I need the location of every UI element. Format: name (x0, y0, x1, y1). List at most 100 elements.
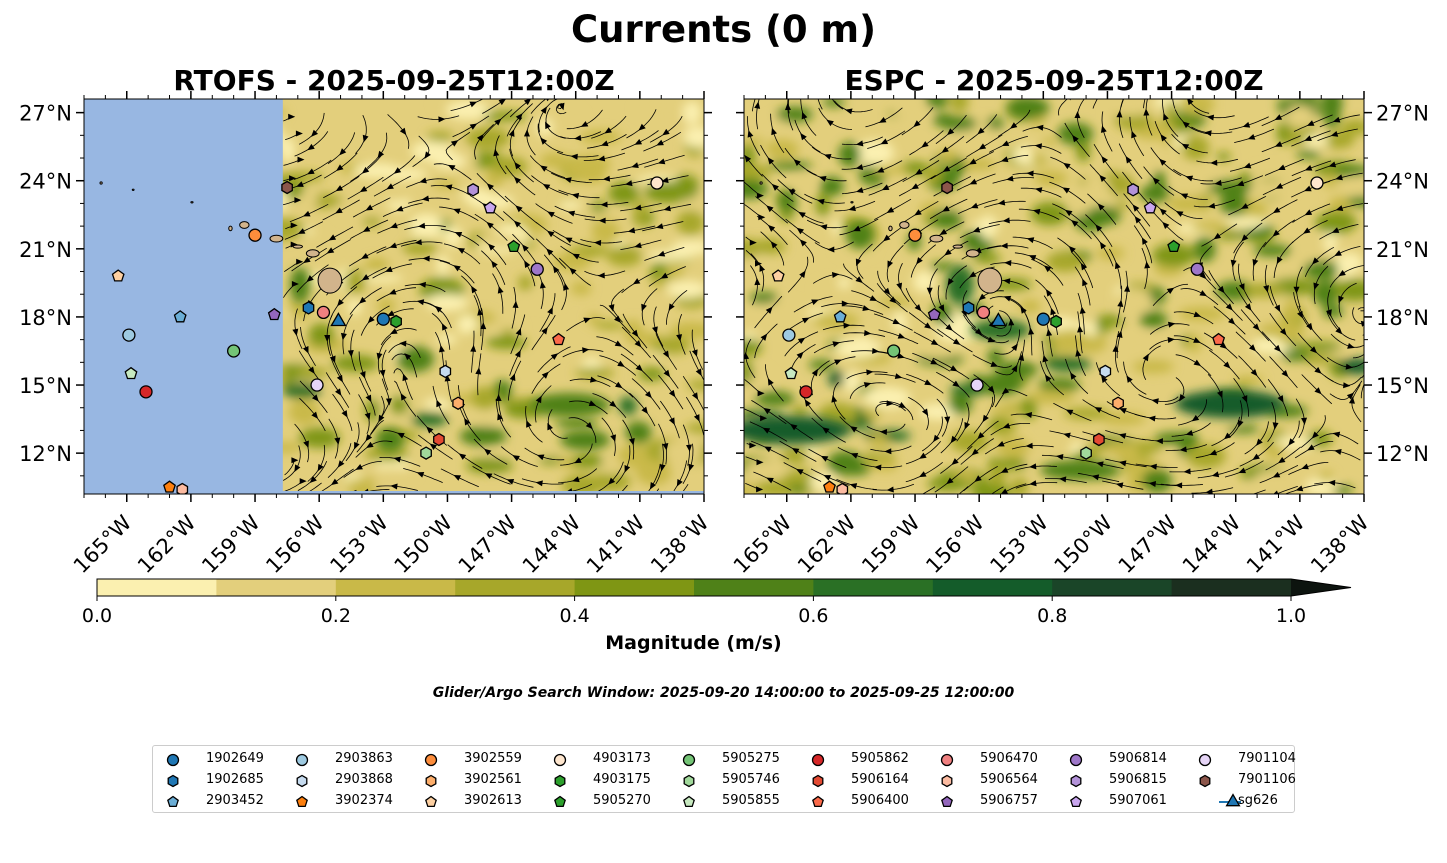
espc-streamline-arrow (964, 422, 971, 430)
float-5905746 (420, 446, 432, 460)
colorbar-label: Magnitude (m/s) (605, 632, 782, 654)
espc-magnitude-blob (1178, 99, 1215, 116)
rtofs-magnitude-blob (386, 253, 401, 271)
espc-streamline (1292, 220, 1328, 243)
espc-streamline-arrow (924, 379, 932, 386)
espc-magnitude-blob (1219, 190, 1248, 216)
rtofs-streamline (376, 485, 418, 491)
rtofs-streamline-arrow (311, 411, 319, 419)
espc-streamline-arrow (764, 446, 772, 453)
espc-streamline (1300, 415, 1326, 448)
espc-streamline-arrow (924, 322, 932, 329)
espc-magnitude-blob (863, 386, 911, 410)
espc-streamline-arrow (944, 249, 952, 256)
espc-streamline-arrow (1001, 387, 1010, 395)
espc-streamline-arrow (1307, 444, 1315, 451)
espc-streamline-arrow (1309, 346, 1318, 354)
rtofs-streamline-arrow (497, 286, 504, 294)
rtofs-streamline (659, 400, 680, 439)
espc-streamline-arrow (1271, 490, 1280, 494)
island (131, 188, 135, 192)
espc-magnitude-blob (838, 142, 861, 168)
espc-streamline (1291, 130, 1331, 147)
espc-streamline-arrow (801, 317, 810, 324)
espc-magnitude-blob (950, 99, 969, 112)
espc-streamline (1135, 463, 1178, 468)
espc-streamline-arrow (1034, 187, 1043, 194)
espc-streamline (987, 154, 1029, 167)
espc-streamline-arrow (1179, 446, 1187, 453)
rtofs-streamline-arrow (470, 344, 477, 352)
rtofs-streamline-arrow (453, 208, 461, 215)
espc-streamline-arrow (1244, 303, 1252, 311)
rtofs-streamline (381, 349, 389, 391)
espc-streamline-arrow (1228, 317, 1236, 325)
espc-streamline-arrow (1252, 259, 1259, 267)
espc-magnitude-blob (1186, 443, 1226, 469)
espc-streamline-arrow (1159, 158, 1167, 166)
rtofs-streamline (492, 273, 504, 314)
espc-streamline-arrow (1117, 299, 1124, 307)
rtofs-streamline (388, 343, 421, 358)
legend-marker-7901106 (1199, 774, 1211, 788)
espc-streamline-arrow (1297, 310, 1303, 319)
espc-streamline (785, 218, 820, 244)
rtofs-streamline-arrow (399, 127, 407, 136)
rtofs-magnitude-blob (536, 118, 554, 137)
rtofs-streamline-arrow (464, 417, 471, 426)
island (965, 249, 980, 258)
espc-streamline-arrow (1101, 155, 1108, 164)
espc-streamline-arrow (1181, 143, 1190, 150)
rtofs-streamline (621, 326, 652, 359)
espc-streamline-arrow (1243, 162, 1252, 169)
espc-streamline-arrow (1247, 133, 1256, 140)
espc-streamline-arrow (1009, 122, 1018, 129)
espc-streamline (1352, 353, 1364, 359)
rtofs-streamline-arrow (296, 181, 304, 187)
espc-streamline-arrow (1241, 234, 1249, 242)
rtofs-streamline-arrow (547, 306, 553, 315)
rtofs-streamline-arrow (324, 335, 331, 342)
espc-streamline-arrow (1003, 295, 1012, 302)
espc-magnitude-blob (1298, 341, 1342, 352)
legend-marker (554, 795, 566, 808)
rtofs-streamline-arrow (564, 237, 573, 244)
rtofs-streamline (294, 131, 329, 157)
espc-map[interactable] (724, 68, 1380, 513)
espc-streamline-arrow (968, 271, 977, 278)
espc-streamline-arrow (982, 414, 989, 423)
espc-streamline (1224, 460, 1264, 478)
rtofs-streamline-arrow (649, 482, 656, 490)
espc-magnitude-blob (1045, 252, 1085, 272)
espc-streamline-arrow (1146, 80, 1154, 89)
rtofs-streamline-arrow (574, 134, 582, 141)
rtofs-streamline-arrow (540, 106, 547, 114)
rtofs-magnitude-blob (377, 297, 396, 314)
espc-magnitude-blob (781, 446, 808, 465)
espc-streamline-arrow (987, 336, 996, 343)
espc-streamline-arrow (971, 448, 979, 456)
legend-marker (1219, 793, 1241, 807)
espc-magnitude-blob (1132, 359, 1174, 374)
rtofs-streamline-arrow (387, 310, 395, 317)
rtofs-streamline (666, 289, 688, 325)
espc-magnitude-blob (1253, 244, 1292, 257)
espc-streamline-arrow (765, 306, 773, 314)
espc-streamline (866, 423, 906, 433)
rtofs-streamline-arrow (558, 102, 565, 111)
espc-streamline (1118, 143, 1143, 179)
espc-magnitude-blob (1043, 356, 1092, 372)
rtofs-map[interactable] (63, 88, 723, 518)
legend-item: 5905862 (806, 749, 931, 769)
espc-streamline-arrow (1193, 311, 1202, 318)
espc-streamline-arrow (1070, 372, 1077, 380)
rtofs-streamline-arrow (308, 366, 315, 374)
rtofs-streamline-arrow (600, 140, 609, 147)
legend-label: 2903868 (335, 772, 393, 787)
espc-streamline-arrow (791, 448, 800, 455)
espc-streamline (963, 466, 998, 492)
espc-streamline-arrow (811, 368, 819, 377)
espc-streamline-arrow (1207, 202, 1216, 209)
legend-label: 5905270 (593, 793, 651, 808)
rtofs-streamline (323, 175, 360, 199)
